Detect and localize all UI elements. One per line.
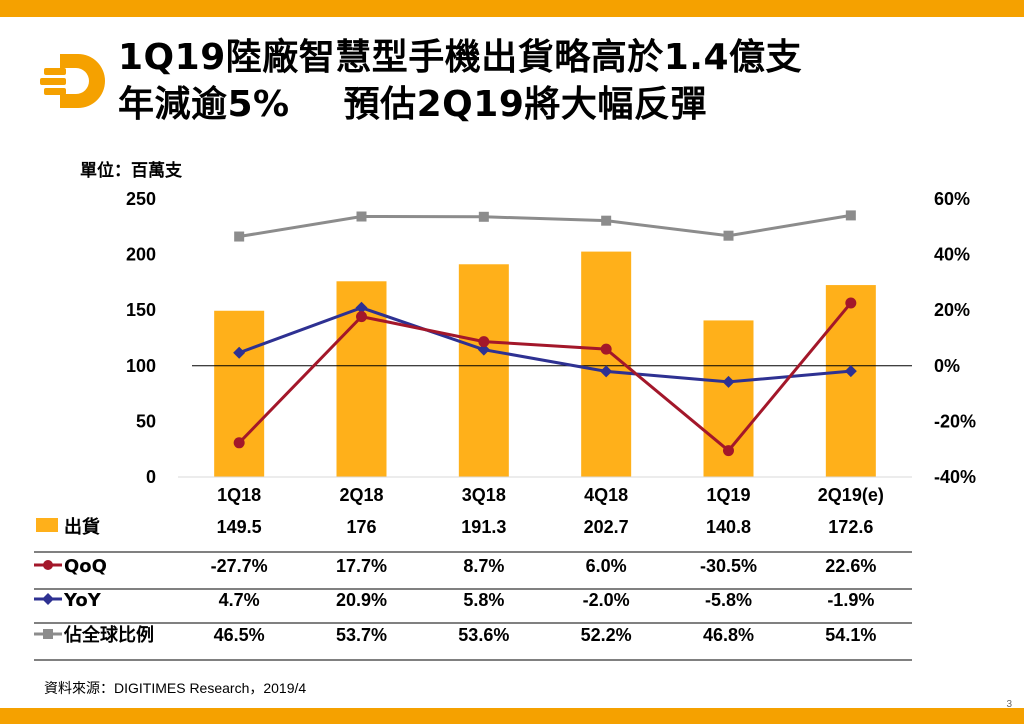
legend-marker-qoq (43, 560, 53, 570)
table-cell: 53.7% (336, 625, 387, 645)
marker-qoq (723, 445, 734, 457)
right-axis-tick-label: 60% (934, 189, 970, 209)
line-yoy (238, 306, 851, 384)
right-axis-tick-label: -20% (934, 411, 976, 431)
bar-shipment (214, 310, 265, 477)
marker-yoy (844, 365, 857, 378)
table-cell: 4.7% (219, 590, 260, 610)
left-axis-tick-label: 50 (136, 411, 156, 431)
right-axis-tick-label: 40% (934, 245, 970, 265)
marker-share (845, 210, 856, 221)
marker-share (601, 215, 612, 226)
page-title: 1Q19陸廠智慧型手機出貨略高於1.4億支 年減逾5% 預估2Q19將大幅反彈 (118, 34, 802, 128)
category-label: 1Q19 (706, 485, 750, 505)
marker-qoq (233, 437, 245, 449)
table-row-label: QoQ (64, 556, 107, 577)
bar-shipment (458, 264, 509, 477)
table-cell: 46.5% (214, 625, 265, 645)
title-line-2b: 預估2Q19將大幅反彈 (343, 84, 707, 125)
table-cell: 22.6% (825, 556, 876, 576)
table-cell: 53.6% (458, 625, 509, 645)
marker-share (234, 231, 245, 242)
left-axis-tick-label: 200 (126, 245, 156, 265)
table-cell: 5.8% (463, 590, 504, 610)
table-cell: 46.8% (703, 625, 754, 645)
category-label: 2Q19(e) (818, 485, 884, 505)
page-number: 3 (1006, 699, 1012, 710)
digitimes-logo-icon (40, 54, 105, 108)
table-cell: -30.5% (700, 556, 757, 576)
table-cell: 202.7 (584, 517, 629, 537)
table-cell: -27.7% (211, 556, 268, 576)
top-accent-bar (0, 0, 1024, 17)
line-qoq (238, 302, 852, 453)
marker-share (723, 230, 734, 241)
table-cell: 140.8 (706, 517, 751, 537)
legend-marker-share (43, 629, 53, 639)
marker-qoq (600, 343, 612, 355)
legend-key-shipment (36, 518, 58, 532)
table-cell: 191.3 (461, 517, 506, 537)
bar-shipment (825, 285, 876, 477)
table-cell: 172.6 (828, 517, 873, 537)
marker-yoy (600, 365, 613, 378)
category-label: 3Q18 (462, 485, 506, 505)
category-label: 4Q18 (584, 485, 628, 505)
category-label: 1Q18 (217, 485, 261, 505)
table-cell: 176 (346, 517, 376, 537)
legend-marker-yoy (42, 593, 54, 605)
table-cell: 17.7% (336, 556, 387, 576)
left-axis-tick-label: 150 (126, 300, 156, 320)
line-share (238, 213, 852, 239)
table-cell: 54.1% (825, 625, 876, 645)
source-note: 資料來源：DIGITIMES Research，2019/4 (44, 680, 307, 696)
unit-label: 單位：百萬支 (80, 161, 182, 181)
table-cell: -5.8% (705, 590, 752, 610)
right-axis-tick-label: -40% (934, 467, 976, 487)
marker-share (478, 211, 489, 222)
table-cell: -2.0% (583, 590, 630, 610)
table-cell: 6.0% (586, 556, 627, 576)
marker-qoq (845, 297, 857, 309)
title-line-2a: 年減逾5% (118, 84, 290, 125)
table-row-label: YoY (63, 590, 102, 611)
table-cell: 52.2% (581, 625, 632, 645)
right-axis-tick-label: 20% (934, 300, 970, 320)
left-axis-tick-label: 0 (146, 467, 156, 487)
marker-qoq (478, 336, 490, 348)
category-label: 2Q18 (339, 485, 383, 505)
table-cell: -1.9% (827, 590, 874, 610)
title-line-2: 年減逾5% 預估2Q19將大幅反彈 (118, 81, 802, 128)
marker-share (356, 211, 367, 222)
table-row-label: 出貨 (64, 516, 100, 538)
table-cell: 149.5 (217, 517, 262, 537)
left-axis-tick-label: 100 (126, 356, 156, 376)
table-cell: 20.9% (336, 590, 387, 610)
title-line-1: 1Q19陸廠智慧型手機出貨略高於1.4億支 (118, 37, 803, 78)
bottom-accent-bar (0, 708, 1024, 724)
right-axis-tick-label: 0% (934, 356, 960, 376)
table-row-label: 佔全球比例 (63, 624, 154, 646)
marker-qoq (356, 311, 367, 323)
marker-yoy (722, 375, 735, 388)
marker-yoy (477, 343, 490, 356)
marker-yoy (355, 301, 368, 314)
table-cell: 8.7% (463, 556, 504, 576)
marker-yoy (233, 346, 246, 359)
left-axis-tick-label: 250 (126, 189, 156, 209)
